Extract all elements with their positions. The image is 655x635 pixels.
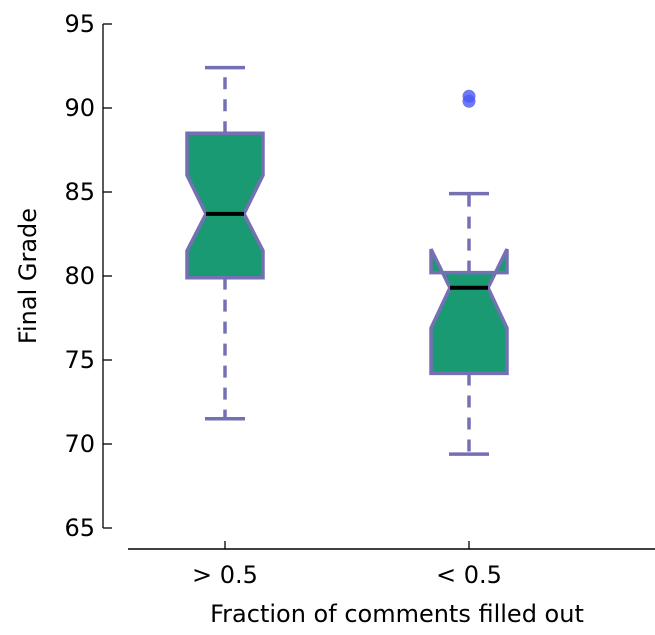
boxes [185,65,509,456]
y-tick-label: 75 [64,346,95,374]
y-tick-label: 65 [64,514,95,542]
x-tick-label: < 0.5 [436,561,502,589]
y-axis-label: Final Grade [14,208,42,344]
y-tick-label: 90 [64,94,95,122]
box-2 [429,89,509,456]
outlier-point [462,89,476,103]
box-body [429,248,509,376]
y-tick-label: 80 [64,262,95,290]
y-tick-label: 95 [64,10,95,38]
box-1 [185,65,265,421]
y-tick-label: 85 [64,178,95,206]
x-axis: > 0.5 < 0.5 [128,541,655,589]
x-axis-label: Fraction of comments filled out [210,600,584,628]
box-body [185,131,265,280]
y-axis: 65 70 75 80 85 90 95 [64,10,112,542]
x-tick-label: > 0.5 [192,561,258,589]
y-tick-label: 70 [64,430,95,458]
